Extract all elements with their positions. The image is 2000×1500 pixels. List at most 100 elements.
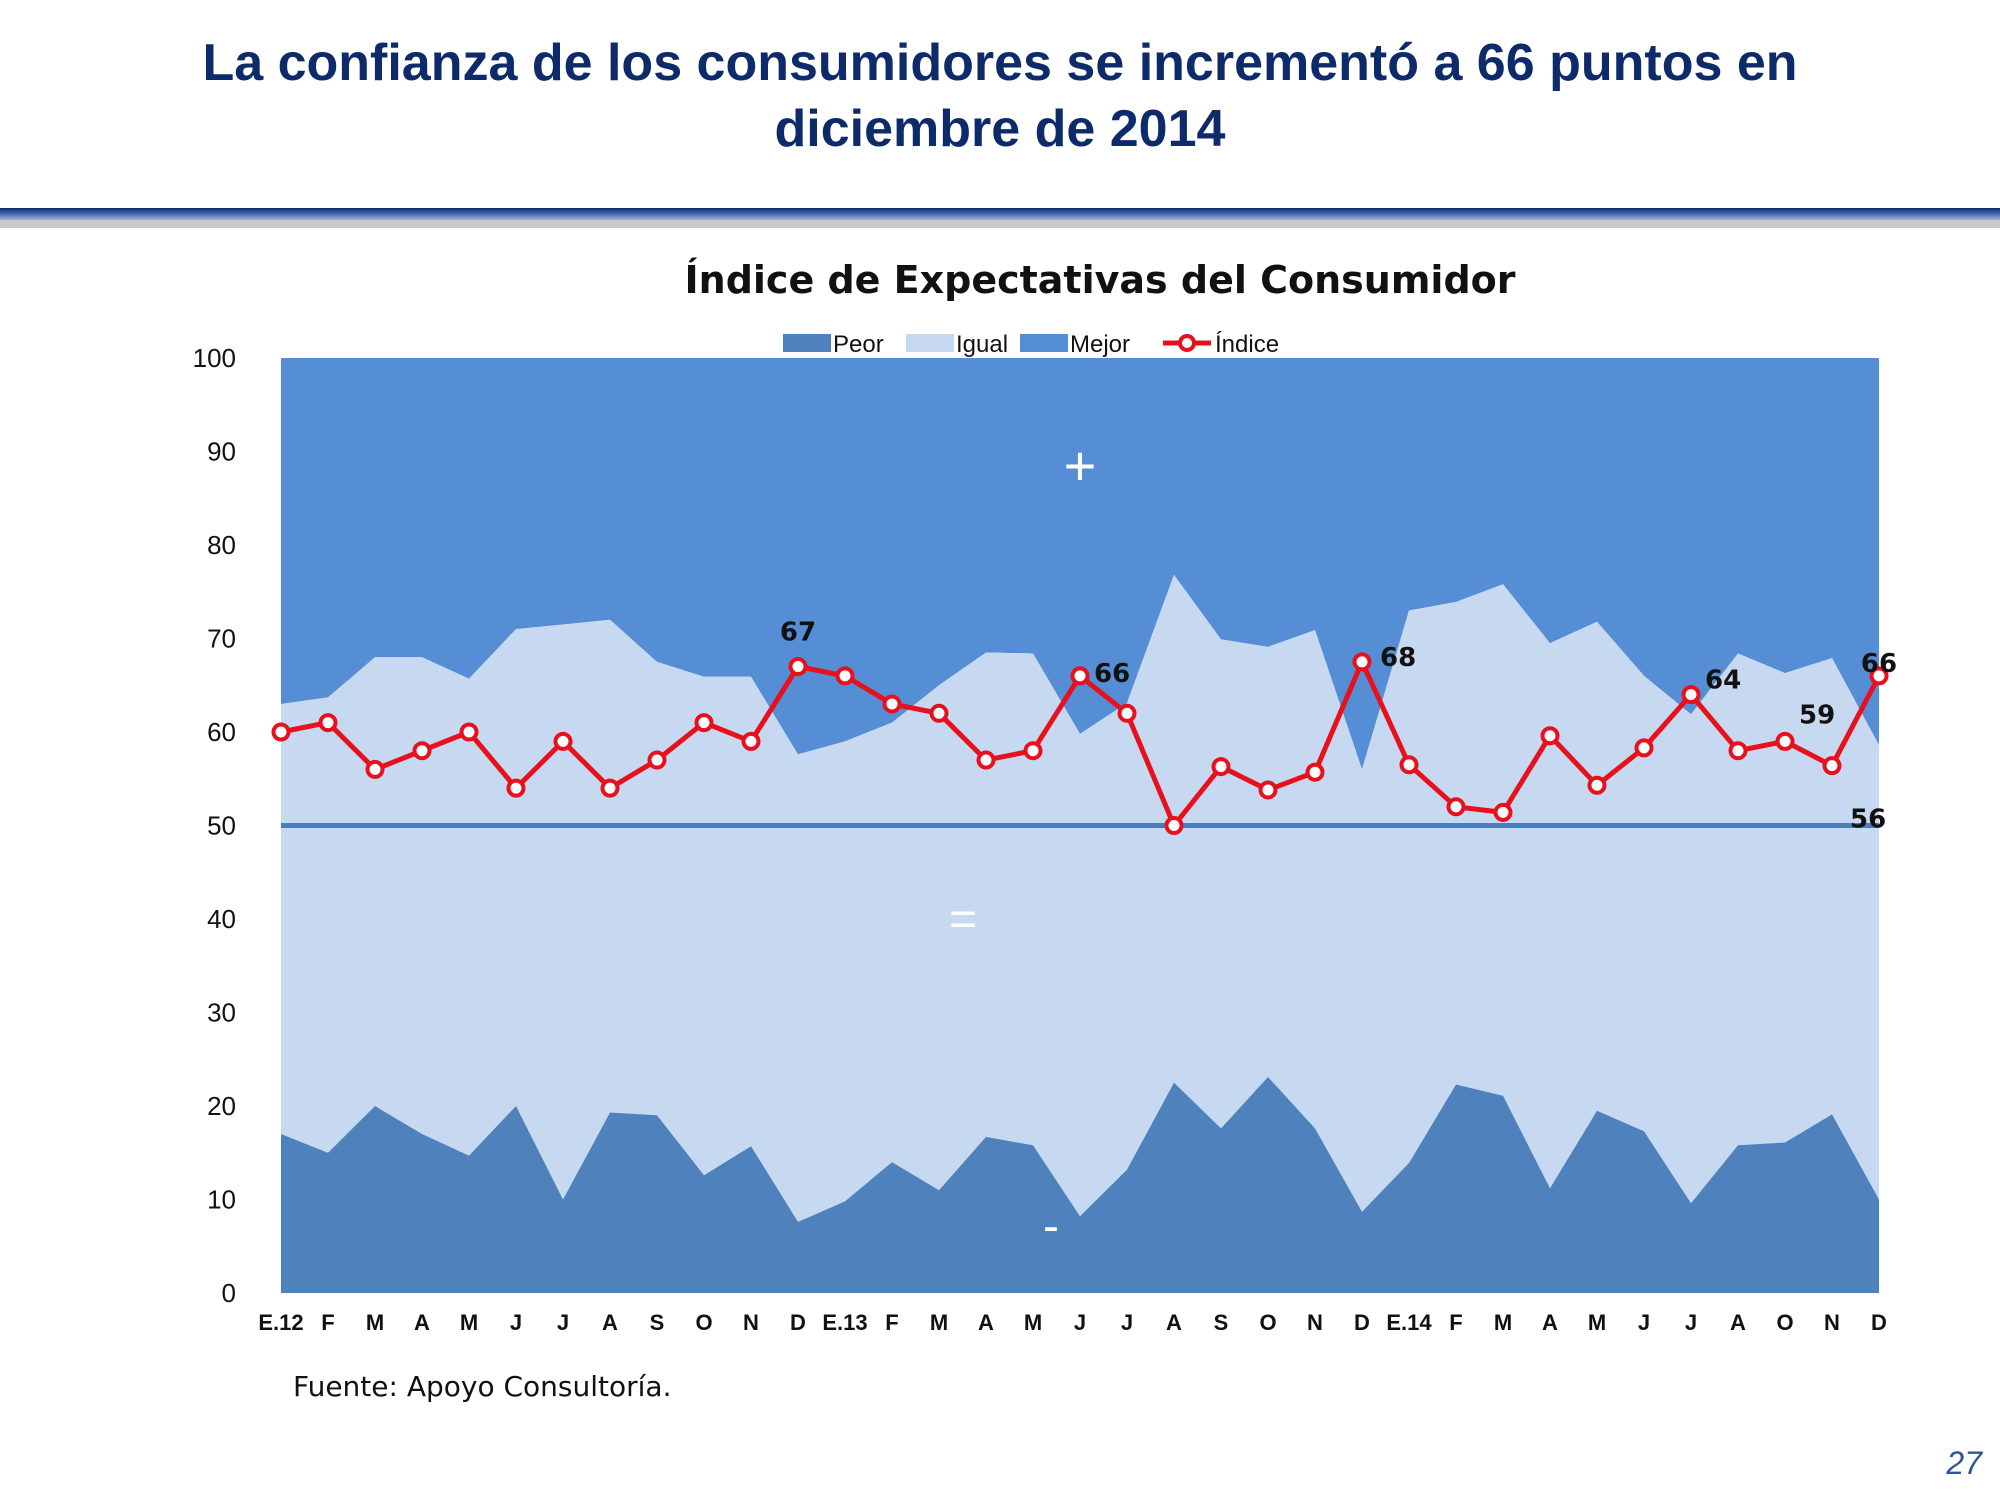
y-tick-label: 70	[207, 624, 236, 654]
data-label: 67	[780, 618, 816, 648]
indice-point	[1587, 775, 1607, 795]
indice-point	[835, 666, 855, 686]
indice-point	[1822, 756, 1842, 776]
x-tick-label: M	[460, 1310, 478, 1335]
x-tick-label: F	[1449, 1310, 1462, 1335]
x-tick-label: M	[1494, 1310, 1512, 1335]
data-label: 68	[1380, 643, 1416, 673]
x-tick-label: A	[1730, 1310, 1746, 1335]
y-tick-label: 60	[207, 717, 236, 747]
indice-point	[694, 713, 714, 733]
data-label: 66	[1861, 649, 1897, 679]
slide-title-line-2: diciembre de 2014	[774, 100, 1226, 158]
indice-point	[459, 722, 479, 742]
y-tick-label: 90	[207, 437, 236, 467]
y-tick-label: 50	[207, 811, 236, 841]
indice-point	[1211, 757, 1231, 777]
indice-point	[929, 703, 949, 723]
x-tick-label: M	[1024, 1310, 1042, 1335]
indice-point	[1164, 816, 1184, 835]
data-label: 64	[1705, 666, 1741, 696]
indice-point	[1305, 762, 1325, 782]
indice-point	[1540, 726, 1560, 746]
x-tick-label: D	[1871, 1310, 1887, 1335]
x-tick-label: M	[366, 1310, 384, 1335]
legend-label: Igual	[956, 331, 1008, 358]
chart-title: Índice de Expectativas del Consumidor	[684, 258, 1516, 302]
legend-swatch-marker	[1178, 334, 1196, 352]
y-tick-label: 80	[207, 530, 236, 560]
title-divider	[0, 208, 2000, 228]
x-tick-label: A	[602, 1310, 618, 1335]
indice-point	[506, 778, 526, 798]
x-tick-label: J	[557, 1310, 569, 1335]
x-tick-label: J	[1074, 1310, 1086, 1335]
indice-point	[1681, 685, 1701, 705]
indice-point	[1634, 738, 1654, 758]
x-tick-label: D	[1354, 1310, 1370, 1335]
legend-swatch	[1020, 334, 1068, 352]
indice-point	[1775, 731, 1795, 751]
legend-label: Índice	[1215, 331, 1279, 358]
area-peor	[281, 1077, 1879, 1293]
indice-point	[1399, 755, 1419, 775]
x-tick-label: F	[885, 1310, 898, 1335]
legend-label: Peor	[833, 331, 884, 358]
legend-label: Mejor	[1070, 331, 1130, 358]
x-tick-label: J	[1638, 1310, 1650, 1335]
slide-title-line-1: La confianza de los consumidores se incr…	[202, 34, 1798, 92]
indice-point	[1117, 703, 1137, 723]
indice-point	[1728, 741, 1748, 761]
indice-point	[788, 657, 808, 677]
indice-point	[647, 750, 667, 770]
zone-label: =	[949, 893, 977, 946]
x-tick-label: J	[510, 1310, 522, 1335]
area-mejor	[281, 358, 1879, 770]
indice-point	[1023, 741, 1043, 761]
y-tick-label: 40	[207, 904, 236, 934]
y-tick-label: 100	[193, 343, 236, 373]
indice-point	[882, 694, 902, 714]
zone-label: -	[1043, 1200, 1059, 1253]
indice-point	[1493, 802, 1513, 822]
data-label: 59	[1799, 700, 1835, 730]
x-tick-label: S	[650, 1310, 665, 1335]
source-note: Fuente: Apoyo Consultoría.	[293, 1370, 672, 1403]
legend-swatch	[783, 334, 831, 352]
y-tick-label: 20	[207, 1091, 236, 1121]
indice-point	[976, 750, 996, 770]
legend-swatch	[906, 334, 954, 352]
x-tick-label: A	[1166, 1310, 1182, 1335]
x-tick-label: M	[1588, 1310, 1606, 1335]
x-tick-label: J	[1685, 1310, 1697, 1335]
x-tick-label: M	[930, 1310, 948, 1335]
x-tick-label: O	[695, 1310, 712, 1335]
indice-point	[1352, 652, 1372, 672]
indice-point	[365, 759, 385, 779]
indice-point	[412, 741, 432, 761]
x-tick-label: S	[1214, 1310, 1229, 1335]
zone-label: +	[1064, 434, 1097, 497]
indice-point	[600, 778, 620, 798]
area-igual	[281, 574, 1879, 1222]
x-tick-label: O	[1776, 1310, 1793, 1335]
x-tick-label: A	[978, 1310, 994, 1335]
x-tick-label: D	[790, 1310, 806, 1335]
x-tick-label: A	[414, 1310, 430, 1335]
y-tick-label: 30	[207, 998, 236, 1028]
slide-title: La confianza de los consumidores se incr…	[100, 30, 1900, 162]
indice-point	[318, 713, 338, 733]
indice-point	[553, 731, 573, 751]
x-tick-label: E.14	[1386, 1310, 1432, 1335]
y-tick-label: 10	[207, 1185, 236, 1215]
x-tick-label: N	[1307, 1310, 1323, 1335]
data-label: 56	[1850, 805, 1886, 835]
data-label: 66	[1094, 659, 1130, 689]
x-tick-label: N	[1824, 1310, 1840, 1335]
x-tick-label: E.13	[822, 1310, 867, 1335]
x-tick-label: O	[1259, 1310, 1276, 1335]
indice-point	[1258, 780, 1278, 800]
indice-point	[271, 722, 291, 742]
x-tick-label: A	[1542, 1310, 1558, 1335]
